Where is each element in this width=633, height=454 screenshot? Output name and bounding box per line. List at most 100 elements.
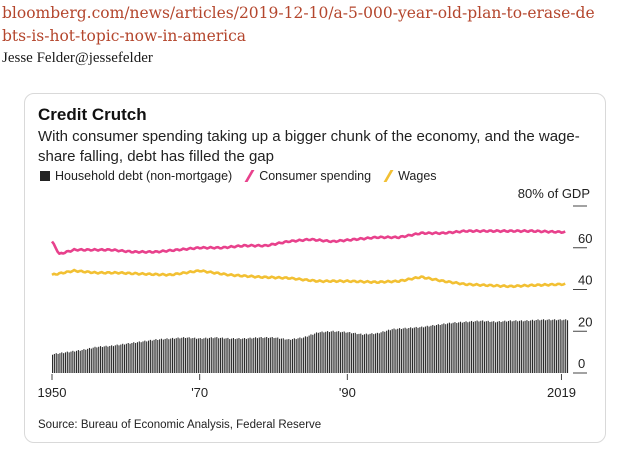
- household-debt-bar: [325, 331, 327, 373]
- household-debt-bar: [166, 338, 168, 373]
- household-debt-bar: [526, 320, 528, 373]
- household-debt-bar: [146, 341, 148, 373]
- household-debt-bar: [90, 348, 92, 373]
- household-debt-bar: [465, 321, 467, 373]
- household-debt-bar: [413, 327, 415, 373]
- household-debt-bar: [509, 320, 511, 373]
- household-debt-bar: [151, 340, 153, 373]
- household-debt-bar: [491, 321, 493, 373]
- household-debt-bar: [109, 345, 111, 373]
- household-debt-bar: [103, 346, 105, 373]
- household-debt-bar: [227, 337, 229, 373]
- household-debt-bar: [229, 339, 231, 373]
- household-debt-bar: [345, 332, 347, 373]
- y-tick-label: 0: [578, 356, 585, 371]
- household-debt-bar: [498, 321, 500, 373]
- household-debt-bar: [472, 321, 474, 373]
- household-debt-bar: [85, 349, 87, 373]
- household-debt-bar: [168, 339, 170, 373]
- household-debt-bar: [55, 353, 57, 373]
- household-debt-bar: [282, 338, 284, 373]
- household-debt-bar: [391, 329, 393, 373]
- household-debt-bar: [328, 332, 330, 373]
- household-debt-bar: [186, 337, 188, 373]
- household-debt-bar: [314, 333, 316, 373]
- household-debt-bar: [53, 353, 55, 373]
- household-debt-bar: [131, 342, 133, 373]
- household-debt-bar: [247, 338, 249, 373]
- household-debt-bar: [160, 338, 163, 373]
- household-debt-bar: [286, 339, 288, 373]
- household-debt-bar: [194, 337, 196, 373]
- household-debt-bar: [147, 340, 150, 373]
- household-debt-bar: [476, 320, 478, 373]
- consumer-spending-line: [50, 229, 566, 255]
- household-debt-bar: [125, 343, 127, 373]
- household-debt-bar: [541, 319, 543, 373]
- household-debt-bar: [343, 331, 345, 373]
- household-debt-bar: [72, 350, 74, 373]
- household-debt-bar: [92, 347, 94, 373]
- chart-card: Credit Crutch With consumer spending tak…: [24, 93, 606, 443]
- household-debt-bar: [291, 339, 294, 373]
- household-debt-bar: [255, 337, 257, 373]
- household-debt-bar: [502, 321, 504, 373]
- household-debt-bar: [216, 337, 218, 373]
- household-debt-bar: [410, 327, 412, 373]
- household-debt-bar: [332, 330, 334, 373]
- household-debt-bar: [88, 347, 91, 373]
- household-debt-bar: [304, 336, 306, 373]
- household-debt-bar: [387, 329, 390, 373]
- household-debt-bar: [515, 320, 517, 373]
- household-debt-bar: [221, 337, 223, 373]
- household-debt-bar: [295, 339, 297, 373]
- household-debt-bar: [373, 334, 375, 373]
- household-debt-bar: [487, 320, 489, 373]
- household-debt-bar: [264, 337, 266, 373]
- household-debt-bar: [378, 333, 380, 373]
- x-tick-label: '90: [339, 385, 356, 400]
- household-debt-bar: [94, 346, 96, 373]
- household-debt-bar: [354, 332, 356, 373]
- household-debt-bar: [454, 322, 456, 373]
- household-debt-bar: [279, 338, 281, 373]
- household-debt-bar: [380, 332, 382, 373]
- household-debt-bar: [173, 338, 175, 373]
- household-debt-bar: [557, 319, 559, 373]
- household-debt-bar: [511, 321, 513, 373]
- household-debt-bar: [360, 333, 362, 373]
- household-debt-bar: [280, 338, 282, 373]
- household-debt-bar: [98, 346, 100, 373]
- household-debt-bar: [111, 345, 113, 373]
- household-debt-bar: [531, 319, 534, 373]
- household-debt-bar: [262, 338, 264, 373]
- household-debt-bar: [123, 344, 126, 373]
- chart-legend: Household debt (non-mortgage) Consumer s…: [40, 169, 451, 183]
- household-debt-bar: [312, 334, 314, 373]
- household-debt-bar: [258, 337, 260, 373]
- household-debt-bar: [363, 334, 366, 373]
- household-debt-bar: [393, 328, 395, 373]
- household-debt-bar: [506, 321, 508, 373]
- household-debt-bar: [459, 321, 462, 373]
- household-debt-bar: [223, 338, 225, 373]
- household-debt-bar: [389, 330, 391, 373]
- household-debt-bar: [480, 320, 482, 373]
- household-debt-bar: [256, 338, 258, 373]
- legend-label: Consumer spending: [259, 169, 372, 183]
- household-debt-bar: [330, 331, 332, 373]
- household-debt-bar: [463, 321, 465, 373]
- household-debt-bar: [519, 320, 521, 373]
- household-debt-bar: [83, 349, 85, 373]
- household-debt-bar: [61, 352, 63, 373]
- household-debt-bar: [434, 325, 436, 373]
- article-url[interactable]: bloomberg.com/news/articles/2019-12-10/a…: [2, 4, 595, 45]
- household-debt-bar: [140, 342, 142, 373]
- household-debt-bar: [112, 346, 115, 373]
- household-debt-bar: [219, 337, 222, 373]
- chart-subtitle: With consumer spending taking up a bigge…: [38, 128, 580, 165]
- household-debt-bar: [101, 347, 103, 373]
- household-debt-bar: [66, 351, 68, 373]
- household-debt-bar: [297, 338, 299, 373]
- household-debt-bar: [127, 342, 129, 373]
